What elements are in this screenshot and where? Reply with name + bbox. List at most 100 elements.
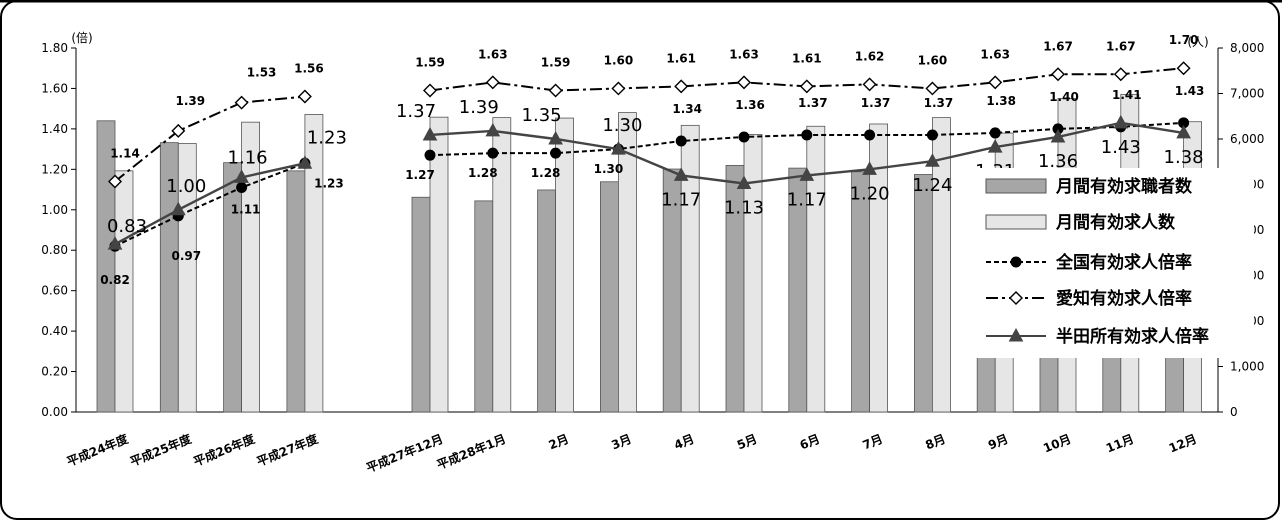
label-national: 1.30: [594, 162, 624, 176]
bar-job-openings: [618, 112, 637, 413]
label-national: 1.28: [531, 166, 561, 180]
label-aichi: 1.61: [792, 51, 822, 65]
marker-handa: [422, 126, 438, 141]
legend-label: 月間有効求職者数: [1055, 176, 1193, 197]
marker-handa: [862, 161, 877, 175]
marker-aichi: [108, 174, 122, 189]
left-tick-label: 1.60: [41, 81, 68, 95]
marker-handa: [170, 201, 186, 216]
bar-job-openings: [304, 114, 324, 413]
label-national: 1.37: [861, 96, 891, 110]
label-aichi: 1.63: [729, 47, 759, 61]
marker-aichi: [1009, 291, 1023, 305]
marker-handa: [485, 122, 501, 137]
label-handa: 1.17: [661, 189, 701, 210]
right-tick-label: 0: [1230, 405, 1238, 419]
label-aichi: 1.14: [110, 146, 140, 160]
label-aichi: 1.70: [1169, 33, 1199, 47]
label-handa: 0.83: [107, 216, 147, 237]
marker-handa: [1176, 124, 1191, 139]
label-national: 1.37: [924, 96, 954, 110]
category-label: 平成26年度: [191, 431, 258, 470]
marker-national: [864, 129, 876, 141]
category-label: 9月: [986, 432, 1010, 453]
category-label: 10月: [1041, 432, 1073, 456]
label-aichi: 1.62: [855, 49, 885, 63]
right-tick-label: 8,000: [1230, 41, 1264, 55]
category-label: 5月: [735, 432, 759, 453]
bar-job-seekers: [851, 171, 870, 413]
legend-swatch: [985, 214, 1047, 230]
label-national: 1.40: [1049, 90, 1079, 104]
category-label: 平成24年度: [65, 431, 132, 470]
marker-handa: [736, 175, 752, 189]
marker-handa: [673, 167, 689, 181]
marker-aichi: [674, 79, 689, 94]
label-national: 0.97: [171, 249, 201, 263]
left-tick-label: 0.40: [41, 324, 68, 338]
legend-label: 月間有効求人数: [1055, 212, 1176, 233]
legend-label: 半田所有効求人倍率: [1056, 326, 1209, 347]
left-tick-label: 0.60: [41, 284, 68, 298]
bar-job-seekers: [474, 200, 494, 413]
label-aichi: 1.59: [541, 55, 571, 69]
label-handa: 1.38: [1164, 147, 1204, 168]
label-handa: 1.13: [724, 197, 764, 218]
marker-national: [675, 135, 687, 147]
marker-national: [424, 149, 436, 161]
marker-aichi: [234, 95, 249, 110]
marker-aichi: [1176, 61, 1191, 76]
marker-aichi: [862, 77, 877, 92]
left-tick-label: 0.00: [41, 405, 68, 419]
label-handa: 1.39: [459, 97, 499, 118]
label-aichi: 1.63: [980, 47, 1010, 61]
bar-job-openings: [114, 170, 134, 413]
marker-aichi: [548, 83, 563, 98]
line-national: [114, 162, 306, 248]
marker-aichi: [423, 83, 437, 98]
bar-job-openings: [932, 117, 951, 413]
marker-national: [926, 129, 938, 141]
bar-job-seekers: [537, 189, 556, 413]
label-handa: 1.23: [307, 127, 347, 148]
marker-aichi: [297, 89, 312, 104]
bar-job-openings: [806, 125, 826, 413]
marker-handa: [611, 141, 626, 155]
bar-job-seekers: [411, 196, 431, 413]
label-handa: 1.36: [1038, 151, 1078, 172]
category-label: 平成28年1月: [435, 431, 508, 472]
category-label: 平成25年度: [128, 431, 195, 470]
bar-job-openings: [680, 124, 700, 413]
label-handa: 1.24: [912, 175, 952, 196]
marker-aichi: [1051, 67, 1065, 82]
marker-aichi: [611, 81, 626, 96]
label-national: 1.36: [735, 98, 765, 112]
line-aichi: [114, 95, 305, 183]
marker-handa: [234, 169, 249, 183]
marker-national: [989, 127, 1001, 139]
left-tick-label: 1.20: [41, 162, 68, 176]
label-handa: 1.17: [787, 189, 827, 210]
left-tick-label: 1.80: [41, 41, 68, 55]
marker-national: [236, 182, 248, 194]
category-label: 平成27年度: [254, 431, 321, 470]
bar-job-openings: [555, 117, 574, 413]
left-tick-label: 0.80: [41, 243, 68, 257]
category-label: 11月: [1104, 432, 1136, 456]
left-tick-label: 1.40: [41, 122, 68, 136]
bar-job-seekers: [914, 174, 933, 413]
label-handa: 1.35: [522, 105, 562, 126]
left-axis-unit: (倍): [71, 30, 92, 45]
label-national: 1.27: [405, 168, 435, 182]
label-handa: 1.37: [396, 101, 436, 122]
label-handa: 1.30: [602, 115, 642, 136]
category-label: 7月: [861, 432, 885, 453]
marker-national: [487, 147, 499, 159]
label-national: 1.28: [468, 166, 498, 180]
category-label: 12月: [1167, 432, 1199, 456]
legend-swatch: [985, 178, 1047, 194]
label-national: 1.23: [314, 176, 344, 190]
label-national: 1.37: [798, 96, 828, 110]
label-aichi: 1.61: [666, 51, 696, 65]
legend-label: 全国有効求人倍率: [1055, 252, 1192, 273]
